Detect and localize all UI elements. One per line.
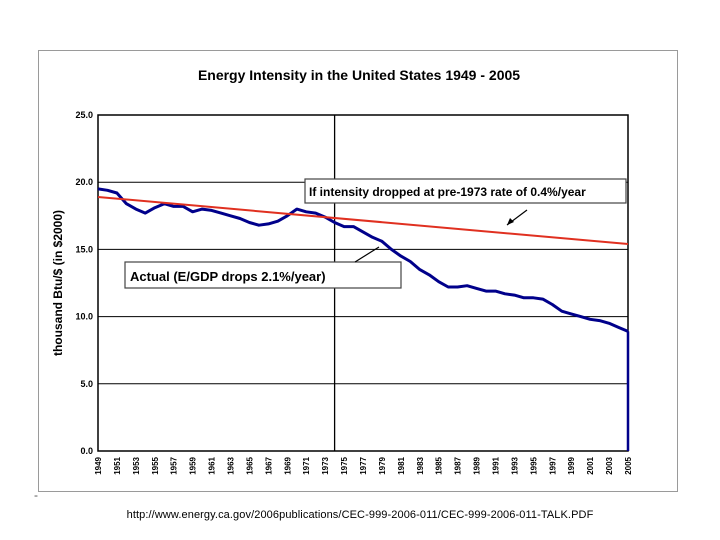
y-tick-label: 15.0 (75, 244, 93, 254)
chart-title: Energy Intensity in the United States 19… (198, 67, 520, 83)
trend-annotation-label: If intensity dropped at pre-1973 rate of… (309, 185, 586, 199)
y-axis-label: thousand Btu/$ (in $2000) (51, 210, 65, 356)
x-tick-label: 1981 (397, 456, 406, 474)
actual-annotation-box (124, 261, 402, 289)
y-tick-label: 25.0 (75, 110, 93, 120)
x-tick-label: 1993 (510, 456, 519, 474)
footnote-dash: - (34, 488, 38, 502)
x-tick-label: 1951 (113, 456, 122, 474)
x-tick-label: 1961 (208, 456, 217, 474)
chart-frame: Energy Intensity in the United States 19… (38, 50, 678, 492)
x-tick-label: 1973 (321, 456, 330, 474)
x-tick-label: 1977 (359, 456, 368, 474)
trend-arrow-head (507, 218, 514, 225)
x-tick-label: 2003 (605, 456, 614, 474)
source-url: http://www.energy.ca.gov/2006publication… (126, 509, 594, 521)
x-tick-label: 1959 (189, 456, 198, 474)
actual-annotation-pointer (354, 246, 380, 263)
x-tick-label: 2005 (624, 456, 633, 474)
x-tick-label: 1969 (283, 456, 292, 474)
y-tick-label: 10.0 (75, 312, 93, 322)
trend-annotation-box (304, 178, 627, 204)
x-tick-label: 1971 (302, 456, 311, 474)
x-tick-label: 1957 (170, 456, 179, 474)
x-tick-label: 1997 (548, 456, 557, 474)
x-tick-label: 1985 (435, 456, 444, 474)
x-tick-label: 1987 (454, 456, 463, 474)
x-tick-label: 1989 (473, 456, 482, 474)
x-tick-label: 1991 (492, 456, 501, 474)
x-tick-label: 1975 (340, 456, 349, 474)
y-axis-ticks: 0.0 5.0 10.0 15.0 20.0 25.0 (75, 110, 93, 456)
x-tick-label: 1979 (378, 456, 387, 474)
x-tick-label: 1995 (529, 456, 538, 474)
y-tick-label: 5.0 (80, 379, 93, 389)
x-tick-label: 1953 (132, 456, 141, 474)
energy-intensity-chart: Energy Intensity in the United States 19… (51, 67, 633, 475)
series-trend-line (97, 195, 629, 246)
actual-annotation-label: Actual (E/GDP drops 2.1%/year) (130, 269, 326, 284)
x-tick-label: 1967 (264, 456, 273, 474)
y-tick-label: 20.0 (75, 177, 93, 187)
series-actual-line (97, 187, 629, 333)
x-tick-label: 1965 (245, 456, 254, 474)
x-tick-label: 1963 (227, 456, 236, 474)
x-tick-label: 1949 (94, 456, 103, 474)
y-tick-label: 0.0 (80, 446, 93, 456)
x-axis-ticks: 1949 1951 1953 1955 1957 1959 1961 1963 1965 1967… (94, 456, 633, 474)
x-tick-label: 1955 (151, 456, 160, 474)
x-tick-label: 1999 (567, 456, 576, 474)
x-tick-label: 1983 (416, 456, 425, 474)
x-tick-label: 2001 (586, 456, 595, 474)
